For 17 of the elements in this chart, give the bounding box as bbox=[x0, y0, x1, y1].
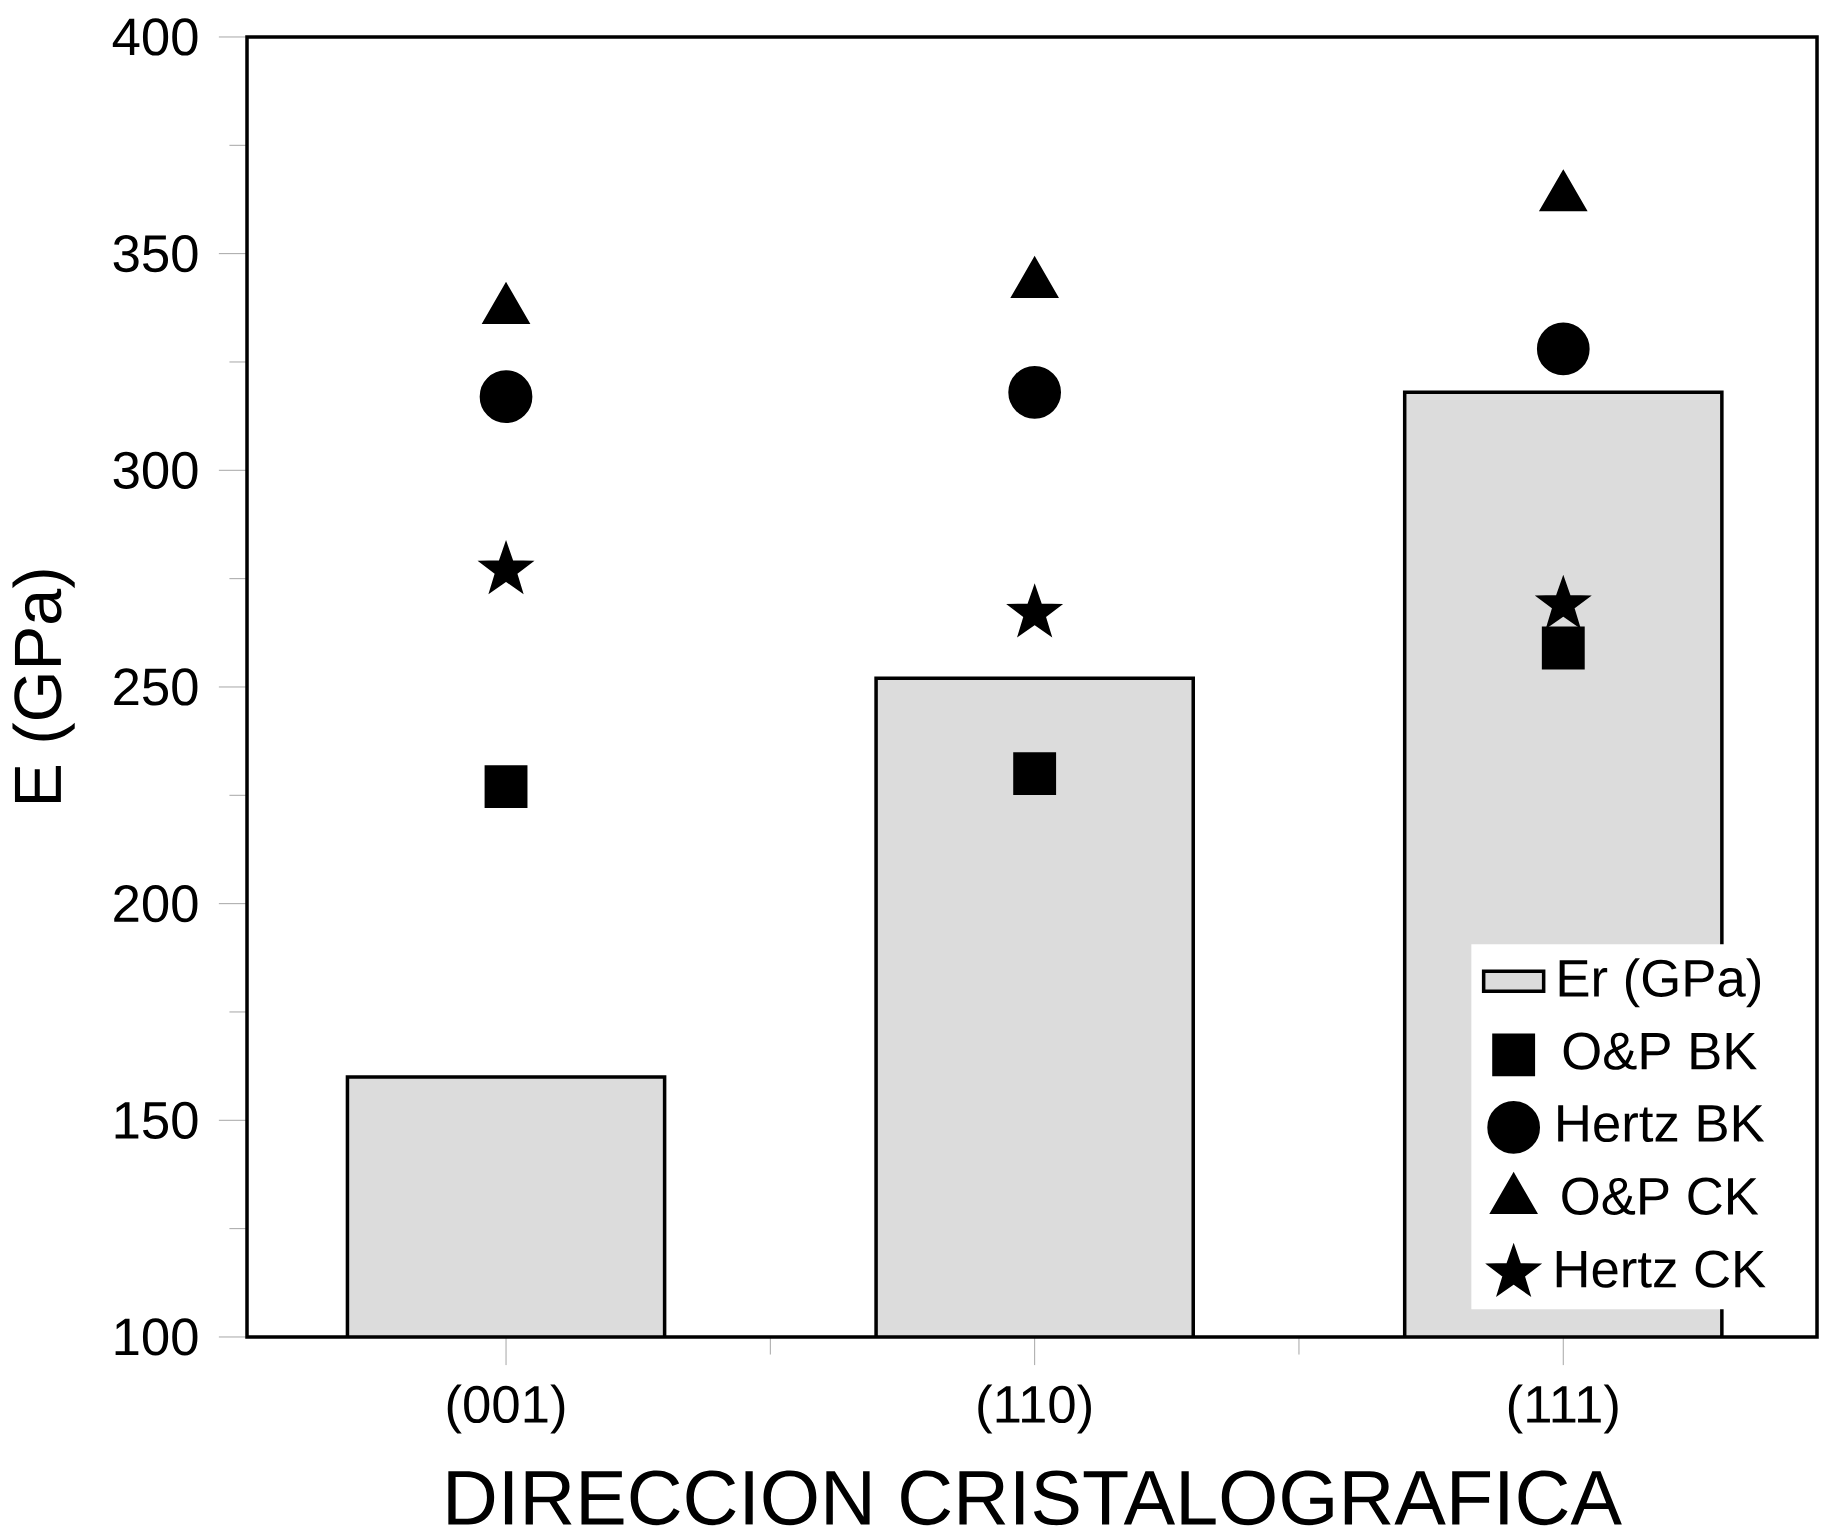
legend-label: O&P BK bbox=[1563, 1032, 1757, 1070]
y-tick-label: 350 bbox=[113, 234, 198, 273]
x-axis-title: DIRECCION CRISTALOGRAFICA bbox=[448, 1470, 1622, 1526]
y-axis-title: E (GPa) bbox=[12, 570, 75, 803]
legend-label: Er (GPa) bbox=[1559, 958, 1761, 1008]
y-tick-label: 150 bbox=[115, 1101, 198, 1139]
y-tick-label: 300 bbox=[113, 451, 198, 489]
legend-label: O&P CK bbox=[1562, 1177, 1759, 1215]
legend-label: Hertz BK bbox=[1558, 1105, 1765, 1143]
legend-label: Hertz CK bbox=[1556, 1250, 1766, 1288]
y-tick-label: 100 bbox=[115, 1318, 198, 1356]
x-tick-label: (110) bbox=[978, 1384, 1091, 1434]
y-tick-label: 250 bbox=[114, 668, 198, 706]
y-tick-label: 400 bbox=[112, 18, 198, 56]
x-tick-label: (001) bbox=[447, 1384, 565, 1434]
y-tick-label: 200 bbox=[114, 884, 198, 923]
x-tick-label: (111) bbox=[1508, 1384, 1618, 1434]
